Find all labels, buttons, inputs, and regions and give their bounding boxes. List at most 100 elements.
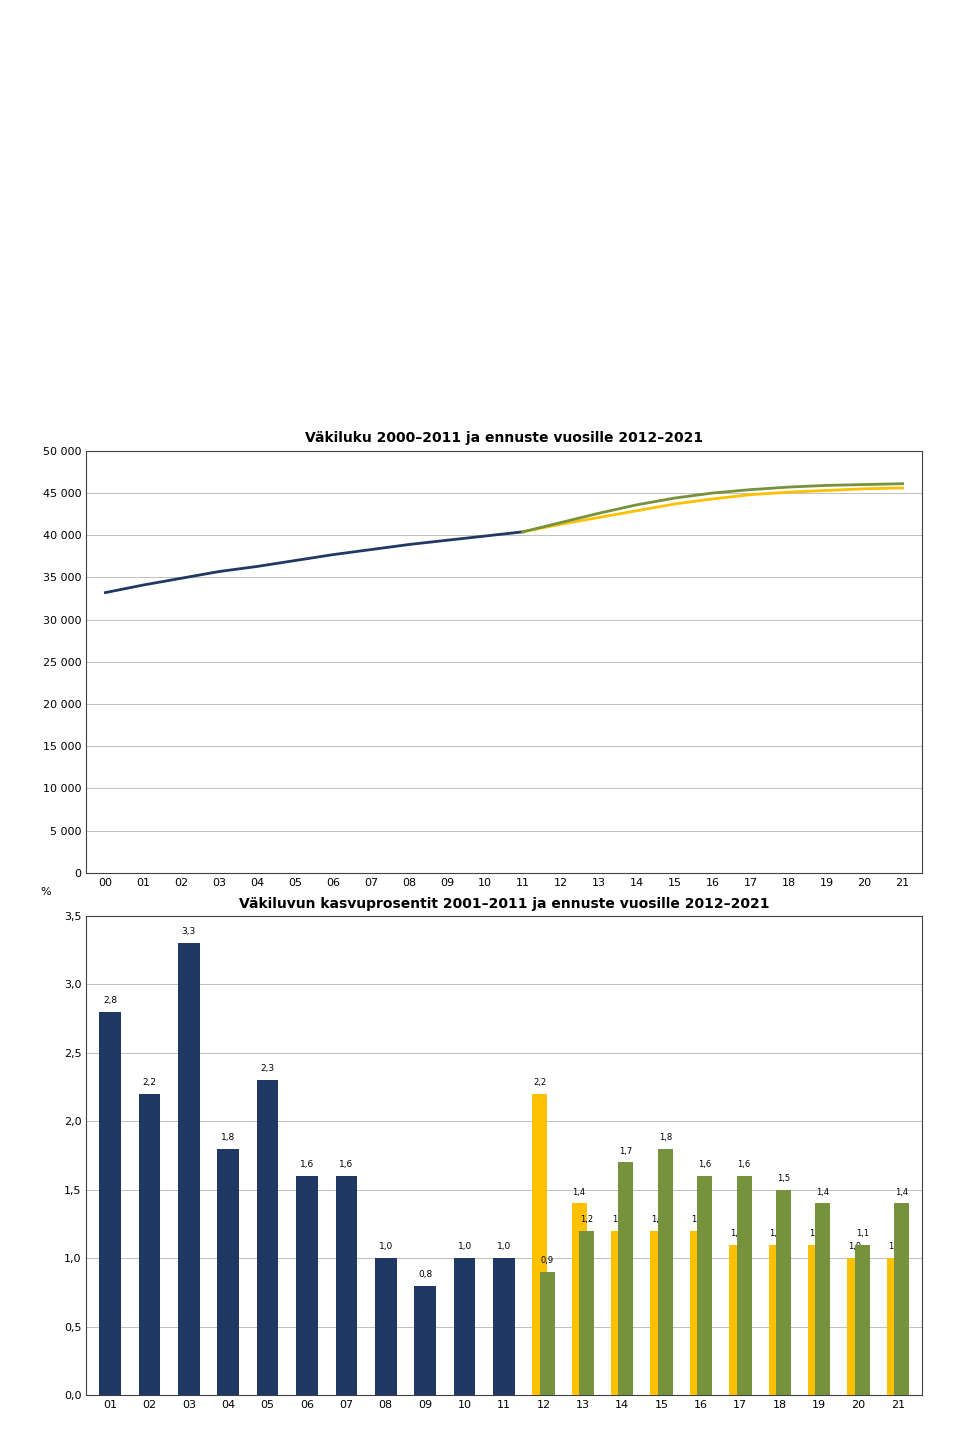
Text: 0,9: 0,9 [540,1256,554,1265]
Text: 1,8: 1,8 [659,1133,672,1142]
Text: 1,2: 1,2 [612,1215,625,1224]
Kunnan väestösuunnite [707,491,718,508]
Bar [887,1258,901,1395]
Bar [540,1272,555,1395]
Bar [415,1285,436,1395]
Text: 1,5: 1,5 [777,1173,790,1183]
Text: 1,4: 1,4 [816,1188,829,1196]
Väkiluku 31.12. [517,524,529,541]
Bar [532,1093,547,1395]
Bar [650,1231,665,1395]
Text: 2,8: 2,8 [103,996,117,1005]
Bar [808,1245,823,1395]
Bar [99,1012,121,1395]
Kunnan väestösuunnite [669,495,681,512]
Text: 1,1: 1,1 [770,1229,782,1238]
Väkiluku 31.12. [252,558,263,575]
Bar [776,1189,791,1395]
Kunnan väestösuunnite [745,487,756,504]
Tilastokeskus, ennuste 2009–2040 [707,484,718,501]
Bar [848,1258,862,1395]
Text: 2,3: 2,3 [260,1065,275,1073]
Bar [689,1231,705,1395]
Text: 0,8: 0,8 [419,1269,432,1279]
Kunnan väestösuunnite [631,502,642,519]
Väkiluku 31.12. [137,577,149,594]
Line: Tilastokeskus, ennuste 2009–2040: Tilastokeskus, ennuste 2009–2040 [523,484,902,532]
Text: 1,6: 1,6 [698,1161,711,1169]
Väkiluku 31.12. [479,528,491,545]
Text: 1,0: 1,0 [458,1242,471,1251]
Text: 1,1: 1,1 [809,1229,822,1238]
Legend: Väkiluku 31.12., Kunnan väestösuunnite, Tilastokeskus, ennuste 2009–2040: Väkiluku 31.12., Kunnan väestösuunnite, … [228,916,780,934]
Line: Väkiluku 31.12.: Väkiluku 31.12. [106,532,523,592]
Text: 2,2: 2,2 [533,1078,546,1088]
Title: Väkiluku 2000–2011 ja ennuste vuosille 2012–2021: Väkiluku 2000–2011 ja ennuste vuosille 2… [305,431,703,445]
Line: Kunnan väestösuunnite: Kunnan väestösuunnite [523,488,902,532]
Text: 1,6: 1,6 [300,1161,314,1169]
Bar [618,1162,634,1395]
Text: 1,0: 1,0 [497,1242,511,1251]
Bar [854,1245,870,1395]
Tilastokeskus, ennuste 2009–2040 [517,524,529,541]
Text: 1,4: 1,4 [895,1188,908,1196]
Väkiluku 31.12. [213,562,225,580]
Bar [178,943,200,1395]
Text: 1,6: 1,6 [339,1161,353,1169]
Bar [736,1176,752,1395]
Kunnan väestösuunnite [555,515,566,532]
Bar [571,1203,587,1395]
Väkiluku 31.12. [366,541,377,558]
Tilastokeskus, ennuste 2009–2040 [897,475,908,492]
Väkiluku 31.12. [290,552,301,570]
Text: 1,8: 1,8 [221,1133,235,1142]
Text: 1,2: 1,2 [651,1215,664,1224]
Väkiluku 31.12. [442,532,453,550]
Tilastokeskus, ennuste 2009–2040 [593,505,605,522]
Text: %: % [40,887,51,897]
Tilastokeskus, ennuste 2009–2040 [783,478,795,495]
Bar [493,1258,515,1395]
Text: 1,6: 1,6 [737,1161,751,1169]
Bar [769,1245,783,1395]
Title: Väkiluvun kasvuprosentit 2001–2011 ja ennuste vuosille 2012–2021: Väkiluvun kasvuprosentit 2001–2011 ja en… [239,896,769,910]
Text: 1,4: 1,4 [572,1188,586,1196]
Text: 1,2: 1,2 [690,1215,704,1224]
Bar [336,1176,357,1395]
Tilastokeskus, ennuste 2009–2040 [555,514,566,531]
Bar [375,1258,396,1395]
Bar [815,1203,830,1395]
Text: 1,7: 1,7 [619,1146,633,1156]
Bar [730,1245,744,1395]
Tilastokeskus, ennuste 2009–2040 [745,481,756,498]
Tilastokeskus, ennuste 2009–2040 [859,477,871,494]
Kunnan väestösuunnite [517,524,529,541]
Bar [894,1203,909,1395]
Bar [454,1258,475,1395]
Text: 1,1: 1,1 [730,1229,743,1238]
Kunnan väestösuunnite [859,481,871,498]
Bar [217,1149,239,1395]
Kunnan väestösuunnite [783,484,795,501]
Text: 1,0: 1,0 [849,1242,861,1251]
Bar [138,1093,160,1395]
Bar [579,1231,594,1395]
Text: 1,1: 1,1 [855,1229,869,1238]
Bar [256,1080,278,1395]
Bar [611,1231,626,1395]
Text: 1,0: 1,0 [888,1242,900,1251]
Tilastokeskus, ennuste 2009–2040 [669,489,681,507]
Text: 2,2: 2,2 [142,1078,156,1088]
Kunnan väestösuunnite [821,482,832,499]
Legend: Väkiluku 31.12., Kunnan väestösuunnite, Tilastokeskus, ennuste 2009–2040: Väkiluku 31.12., Kunnan väestösuunnite, … [255,1428,753,1431]
Väkiluku 31.12. [403,535,415,552]
Väkiluku 31.12. [100,584,111,601]
Väkiluku 31.12. [327,547,339,564]
Väkiluku 31.12. [176,570,187,587]
Bar [697,1176,712,1395]
Tilastokeskus, ennuste 2009–2040 [631,497,642,514]
Kunnan väestösuunnite [897,479,908,497]
Bar [658,1149,673,1395]
Text: 3,3: 3,3 [181,927,196,936]
Text: 1,0: 1,0 [378,1242,393,1251]
